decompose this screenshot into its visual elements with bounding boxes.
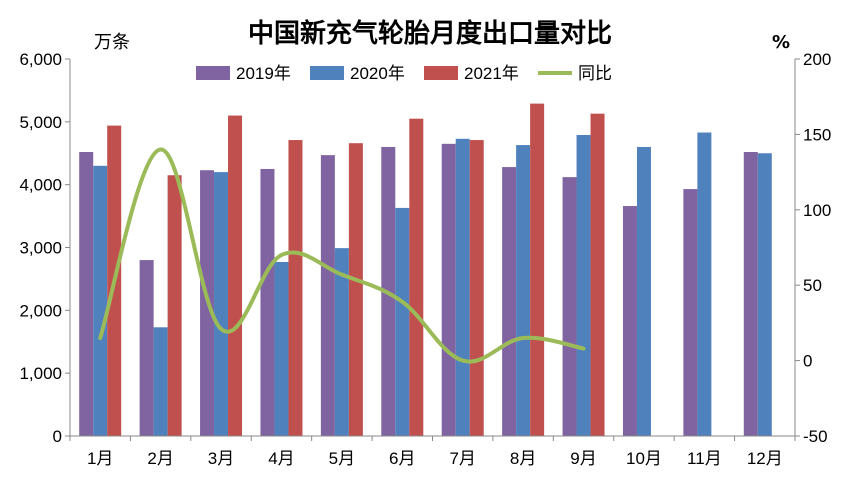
bar-2019年-4月 <box>260 168 275 437</box>
x-tick-label: 5月 <box>329 449 355 468</box>
bar-2020年-4月 <box>274 261 289 436</box>
bar-2020年-8月 <box>516 145 531 436</box>
bar-2020年-6月 <box>395 207 410 436</box>
legend-swatch-2021年 <box>424 66 458 80</box>
bars-layer <box>79 103 772 437</box>
left-tick-label: 6,000 <box>19 50 62 69</box>
left-tick-label: 4,000 <box>19 176 62 195</box>
bar-2019年-9月 <box>562 177 577 437</box>
x-tick-label: 10月 <box>626 449 662 468</box>
bar-2019年-11月 <box>683 189 698 436</box>
right-tick-label: 200 <box>803 50 831 69</box>
bar-2020年-2月 <box>153 327 168 436</box>
bar-2021年-6月 <box>409 118 424 437</box>
bar-2020年-9月 <box>576 135 591 437</box>
x-tick-label: 7月 <box>449 449 475 468</box>
bar-2019年-2月 <box>139 260 154 436</box>
x-tick-label: 1月 <box>87 449 113 468</box>
x-tick-label: 3月 <box>208 449 234 468</box>
labels-layer: 0 1,000 2,000 3,000 4,000 5,000 6,000 -50 0 50 100… <box>19 50 831 468</box>
bar-2021年-4月 <box>288 140 303 436</box>
left-axis-unit: 万条 <box>94 32 130 53</box>
left-tick-label: 0 <box>53 427 62 446</box>
bar-2020年-7月 <box>455 138 470 436</box>
x-tick-label: 4月 <box>268 449 294 468</box>
bar-2020年-12月 <box>757 153 772 436</box>
right-tick-label: 100 <box>803 201 831 220</box>
bar-2020年-1月 <box>93 165 108 437</box>
legend-label-2019年: 2019年 <box>236 64 291 83</box>
x-tick-label: 8月 <box>510 449 536 468</box>
bar-2020年-3月 <box>214 172 229 436</box>
right-tick-label: -50 <box>803 427 828 446</box>
bar-2021年-5月 <box>348 143 363 437</box>
chart-title: 中国新充气轮胎月度出口量对比 <box>248 18 612 49</box>
left-tick-label: 2,000 <box>19 301 62 320</box>
left-tick-label: 5,000 <box>19 113 62 132</box>
legend-label-2021年: 2021年 <box>464 64 519 83</box>
bar-2019年-12月 <box>743 151 758 436</box>
bar-2021年-8月 <box>530 103 545 436</box>
x-tick-label: 2月 <box>147 449 173 468</box>
bar-2020年-11月 <box>697 132 712 436</box>
bar-2019年-10月 <box>622 206 637 436</box>
line-layer <box>98 147 586 364</box>
x-tick-label: 12月 <box>747 449 783 468</box>
bar-2020年-10月 <box>636 146 651 436</box>
axes-layer <box>65 58 800 441</box>
right-axis-unit: % <box>772 32 790 53</box>
bar-2021年-3月 <box>228 115 243 437</box>
right-tick-label: 50 <box>803 276 822 295</box>
bar-2021年-2月 <box>167 175 182 436</box>
bar-2019年-7月 <box>441 143 456 436</box>
legend-swatch-2020年 <box>310 66 344 80</box>
x-tick-label: 11月 <box>687 449 722 468</box>
legend-label-2020年: 2020年 <box>350 64 405 83</box>
x-tick-label: 9月 <box>570 449 596 468</box>
right-tick-label: 150 <box>803 125 831 144</box>
bar-2021年-9月 <box>590 113 605 436</box>
bar-2020年-5月 <box>334 248 349 436</box>
legend-label-同比: 同比 <box>578 64 612 83</box>
right-tick-label: 0 <box>803 352 812 371</box>
left-tick-label: 1,000 <box>19 364 62 383</box>
x-tick-label: 6月 <box>389 449 415 468</box>
bar-2019年-5月 <box>320 155 335 436</box>
legend: 2019年 2020年 2021年 同比 <box>196 64 612 83</box>
legend-swatch-2019年 <box>196 66 230 80</box>
bar-2021年-7月 <box>469 140 484 436</box>
bar-2019年-1月 <box>79 151 94 436</box>
left-tick-label: 3,000 <box>19 239 62 258</box>
bar-2019年-8月 <box>502 167 517 436</box>
